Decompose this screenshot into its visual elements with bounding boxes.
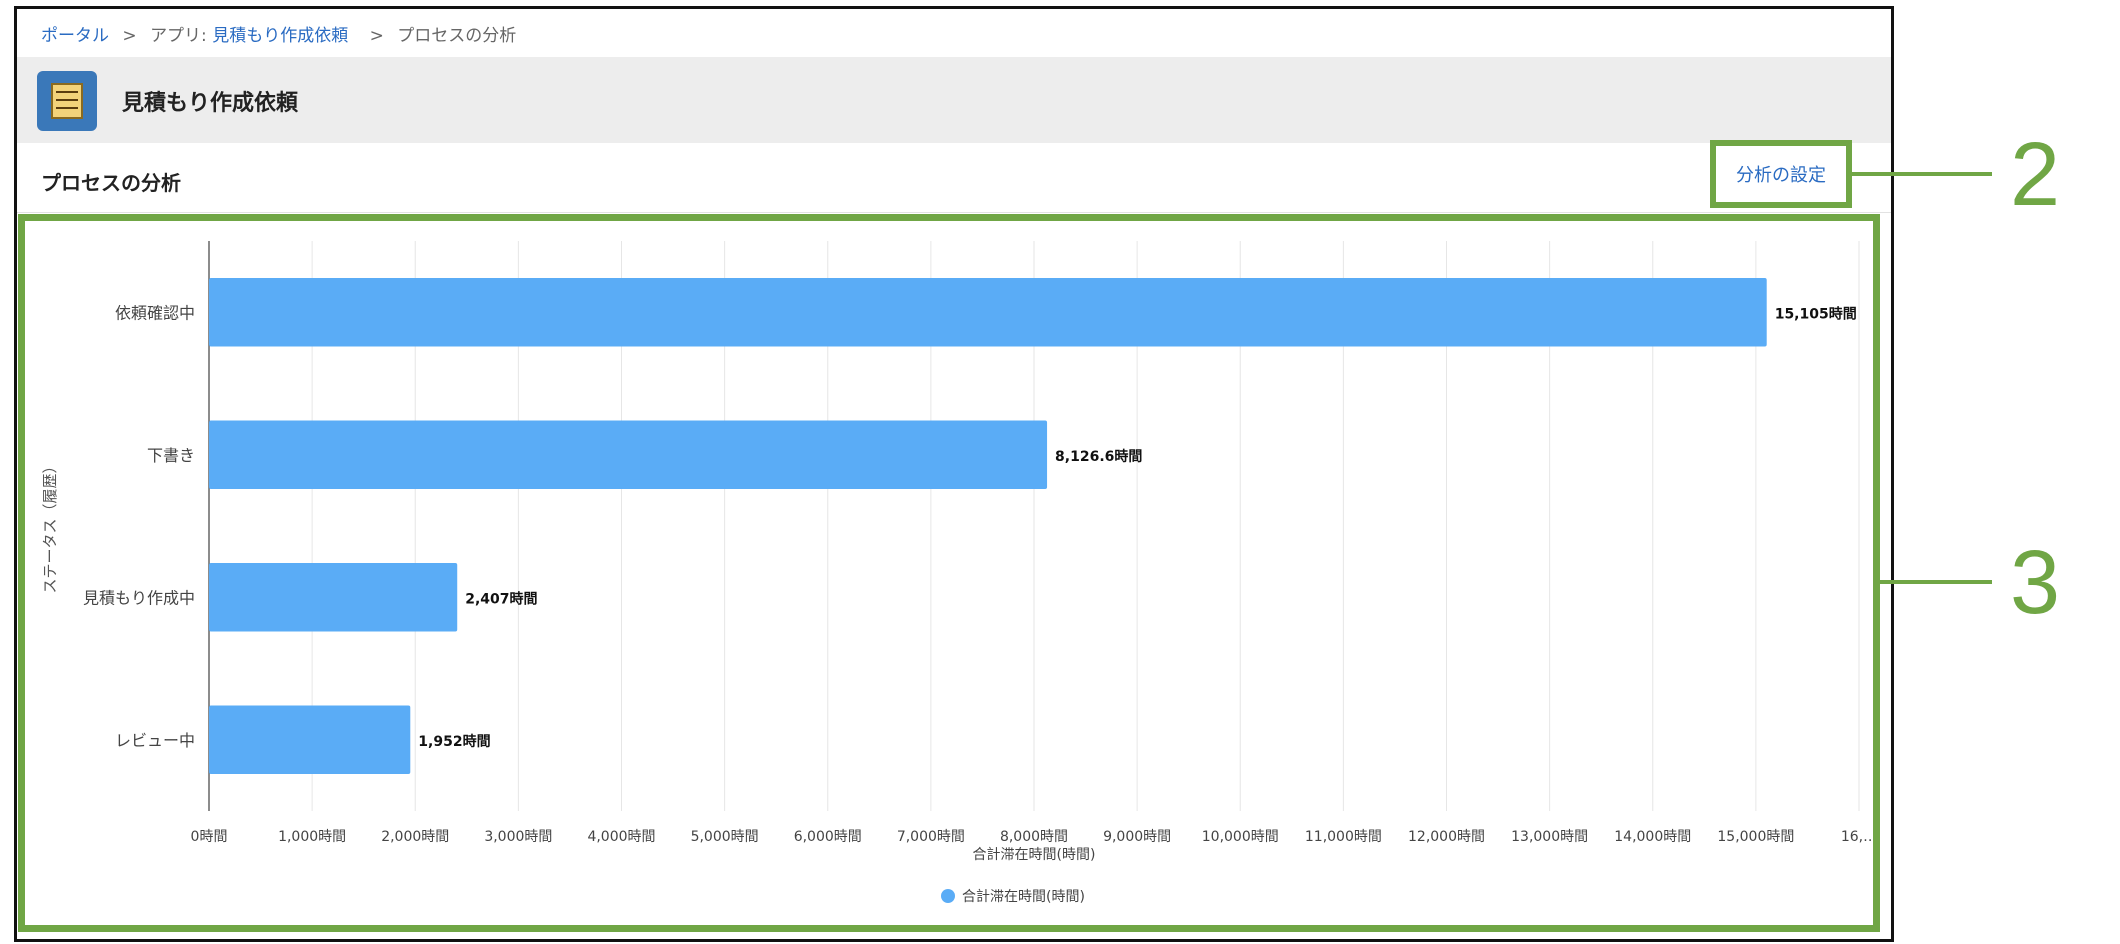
y-tick-label: 下書き (147, 446, 195, 465)
x-axis-title: 合計滞在時間(時間) (973, 847, 1096, 863)
x-tick-label: 4,000時間 (587, 829, 655, 845)
x-tick-label: 3,000時間 (484, 829, 552, 845)
breadcrumb-separator: > (122, 26, 137, 46)
x-tick-label: 1,000時間 (278, 829, 346, 845)
bar (209, 705, 411, 774)
app-title: 見積もり作成依頼 (122, 91, 299, 116)
x-tick-label: 0時間 (191, 829, 228, 845)
app-header: 見積もり作成依頼 (17, 57, 1891, 143)
x-tick-label: 13,000時間 (1511, 829, 1588, 845)
callout-number-chart: 3 (2010, 533, 2061, 633)
divider (17, 212, 1891, 213)
x-tick-label: 6,000時間 (794, 829, 862, 845)
data-label: 8,126.6時間 (1055, 448, 1142, 465)
x-tick-label: 16,… (1841, 829, 1873, 845)
breadcrumb: ポータル > アプリ: 見積もり作成依頼 > プロセスの分析 (41, 21, 524, 46)
x-tick-label: 7,000時間 (897, 829, 965, 845)
x-tick-label: 10,000時間 (1202, 829, 1279, 845)
breadcrumb-app-link[interactable]: 見積もり作成依頼 (212, 26, 349, 46)
analysis-settings-button[interactable]: 分析の設定 (1710, 140, 1852, 208)
x-tick-label: 15,000時間 (1717, 829, 1794, 845)
breadcrumb-portal-link[interactable]: ポータル (41, 26, 109, 46)
bar (209, 278, 1767, 347)
bar (209, 563, 458, 632)
page-title: プロセスの分析 (41, 171, 181, 195)
breadcrumb-current: プロセスの分析 (397, 26, 517, 46)
y-tick-label: レビュー中 (115, 731, 195, 750)
y-axis-title: ステータス（履歴） (41, 458, 59, 593)
callout-number-settings: 2 (2010, 125, 2061, 225)
y-tick-label: 依頼確認中 (115, 303, 195, 322)
x-tick-label: 12,000時間 (1408, 829, 1485, 845)
x-tick-label: 8,000時間 (1000, 829, 1068, 845)
legend-label: 合計滞在時間(時間) (962, 889, 1085, 905)
y-tick-label: 見積もり作成中 (83, 588, 195, 607)
data-label: 15,105時間 (1775, 305, 1857, 322)
data-label: 2,407時間 (465, 590, 537, 607)
callout-line-settings (1852, 172, 1992, 176)
chart-highlight-box: 依頼確認中 15,105時間下書き 8,126.6時間見積もり作成中 2,407時間レ… (18, 214, 1880, 932)
x-tick-label: 5,000時間 (691, 829, 759, 845)
callout-line-chart (1880, 580, 1992, 584)
breadcrumb-separator: > (369, 26, 384, 46)
bar (209, 420, 1048, 489)
legend-marker (941, 889, 955, 903)
x-tick-label: 14,000時間 (1614, 829, 1691, 845)
x-tick-label: 2,000時間 (381, 829, 449, 845)
breadcrumb-app-prefix: アプリ: (150, 26, 213, 46)
x-tick-label: 9,000時間 (1103, 829, 1171, 845)
x-tick-label: 11,000時間 (1305, 829, 1382, 845)
data-label: 1,952時間 (418, 733, 490, 750)
abacus-icon (37, 71, 97, 131)
